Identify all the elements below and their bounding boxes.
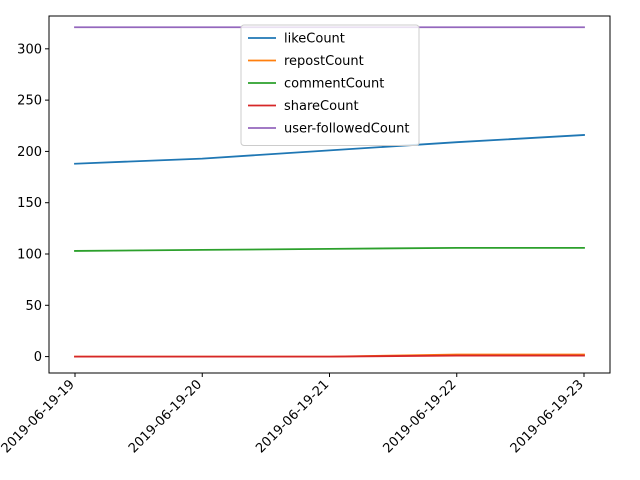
series-line-shareCount (74, 354, 585, 358)
y-tick-label: 200 (17, 145, 42, 160)
y-tick-label: 150 (17, 196, 42, 211)
legend-label: commentCount (284, 77, 384, 92)
legend-label: user-followedCount (284, 122, 409, 137)
series-lines (74, 26, 585, 358)
y-tick-label: 250 (17, 94, 42, 109)
legend-label: likeCount (284, 32, 345, 47)
x-tick-label: 2019-06-19-23 (508, 377, 587, 456)
y-tick-label: 100 (17, 248, 42, 263)
legend: likeCount repostCount commentCount shareCou… (240, 24, 420, 146)
y-tick-label: 300 (17, 42, 42, 57)
series-line-likeCount (74, 134, 585, 165)
x-tick-label: 2019-06-19-21 (253, 377, 332, 456)
legend-label: shareCount (284, 99, 359, 114)
x-tick-label: 2019-06-19-22 (381, 377, 460, 456)
y-tick-label: 0 (34, 350, 42, 365)
legend-box (240, 24, 420, 146)
legend-label: repostCount (284, 54, 364, 69)
series-line-commentCount (74, 246, 585, 252)
x-tick-label: 2019-06-19-19 (0, 377, 78, 456)
y-tick-label: 50 (25, 299, 42, 314)
x-tick-label: 2019-06-19-20 (126, 377, 205, 456)
